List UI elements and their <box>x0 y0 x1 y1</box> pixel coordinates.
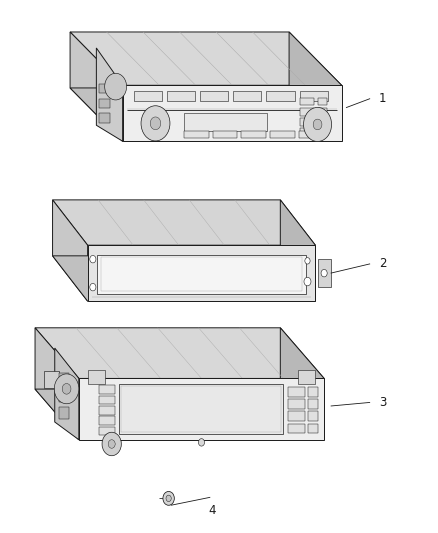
Bar <box>318 128 327 136</box>
Circle shape <box>198 439 205 446</box>
Circle shape <box>105 74 127 100</box>
Bar <box>97 255 306 294</box>
Bar <box>288 399 305 409</box>
Polygon shape <box>280 328 324 440</box>
Polygon shape <box>55 348 79 440</box>
Bar <box>101 257 302 292</box>
Bar <box>212 131 237 138</box>
Bar <box>99 385 115 394</box>
Circle shape <box>321 270 327 277</box>
Bar <box>288 387 305 397</box>
Polygon shape <box>35 389 324 440</box>
Bar <box>300 108 314 116</box>
Polygon shape <box>280 200 315 301</box>
Bar <box>99 99 110 108</box>
Bar <box>300 91 328 101</box>
Bar <box>167 91 195 101</box>
Polygon shape <box>53 256 315 301</box>
Bar <box>99 406 115 415</box>
Circle shape <box>54 374 79 404</box>
Bar <box>270 131 295 138</box>
Circle shape <box>141 106 170 141</box>
Bar <box>99 113 110 123</box>
Bar <box>308 399 318 409</box>
Bar <box>318 98 327 106</box>
Text: 3: 3 <box>379 396 386 409</box>
Bar <box>184 131 209 138</box>
Polygon shape <box>88 245 315 301</box>
Bar <box>99 416 115 425</box>
Bar <box>288 411 305 421</box>
Circle shape <box>304 277 311 286</box>
Bar <box>121 386 281 432</box>
Polygon shape <box>79 378 324 440</box>
Bar <box>134 91 162 101</box>
Circle shape <box>90 255 96 263</box>
Bar <box>59 373 69 385</box>
Circle shape <box>313 119 322 130</box>
Bar <box>318 118 327 126</box>
Bar <box>300 118 314 126</box>
Bar <box>44 371 59 388</box>
Bar <box>300 98 314 106</box>
Polygon shape <box>70 32 123 141</box>
Polygon shape <box>53 200 315 245</box>
Bar <box>308 424 318 433</box>
Text: 1: 1 <box>379 92 386 105</box>
Circle shape <box>150 117 161 130</box>
Polygon shape <box>35 328 79 440</box>
Bar <box>184 112 267 131</box>
Circle shape <box>102 432 121 456</box>
Bar <box>59 407 69 419</box>
Circle shape <box>163 491 174 505</box>
Text: 4: 4 <box>208 504 216 516</box>
Circle shape <box>304 108 332 142</box>
Text: 2: 2 <box>379 257 386 270</box>
Polygon shape <box>96 48 123 141</box>
Bar <box>119 384 283 434</box>
Polygon shape <box>35 328 324 378</box>
Polygon shape <box>53 200 88 301</box>
Circle shape <box>305 257 310 264</box>
Bar <box>298 370 315 384</box>
Bar <box>233 91 261 101</box>
Bar <box>300 128 314 136</box>
Polygon shape <box>289 32 342 141</box>
Bar <box>241 131 266 138</box>
Bar <box>318 259 331 287</box>
Bar <box>299 131 323 138</box>
Polygon shape <box>70 32 342 85</box>
Bar <box>99 427 115 435</box>
Polygon shape <box>70 88 342 141</box>
Bar <box>99 84 110 93</box>
Circle shape <box>90 284 96 291</box>
Bar <box>308 387 318 397</box>
Bar <box>266 91 295 101</box>
Circle shape <box>166 495 171 502</box>
Bar <box>99 395 115 404</box>
Bar <box>318 108 327 116</box>
Polygon shape <box>123 85 342 141</box>
Bar <box>308 411 318 421</box>
Bar <box>200 91 228 101</box>
Circle shape <box>108 440 115 448</box>
Bar <box>88 370 105 384</box>
Circle shape <box>62 384 71 394</box>
Bar <box>288 424 305 433</box>
Bar <box>59 390 69 402</box>
